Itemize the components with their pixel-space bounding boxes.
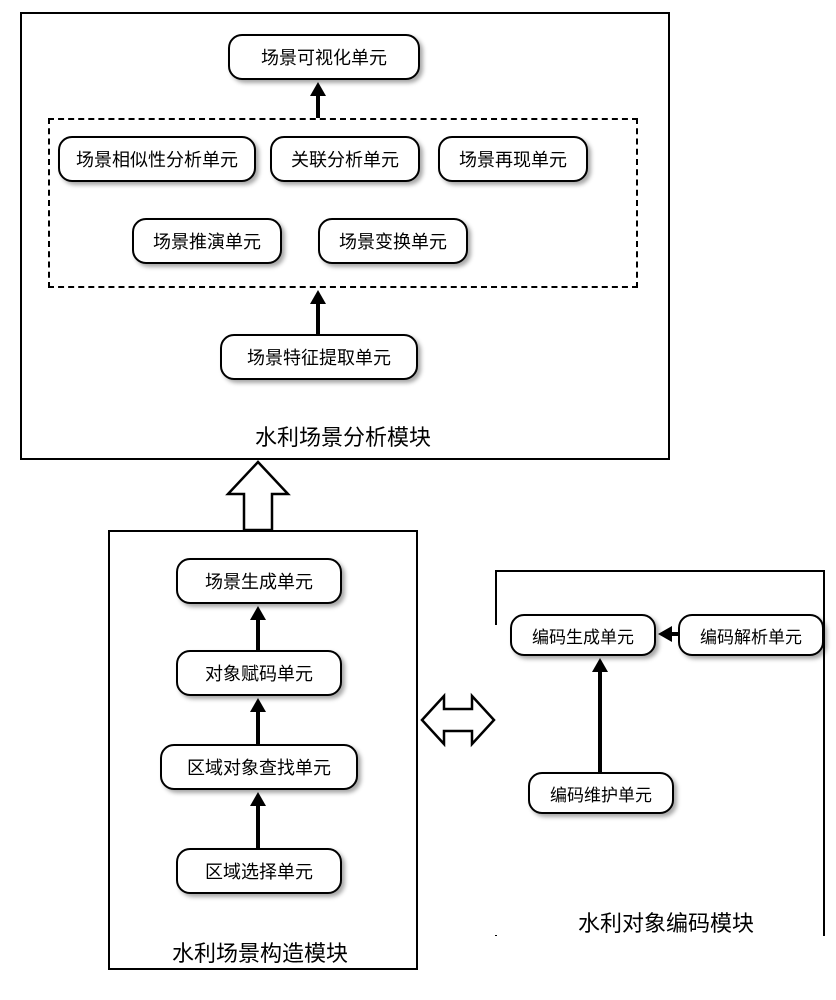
node-similarity-label: 场景相似性分析单元 bbox=[76, 146, 238, 172]
node-code-maintain: 编码维护单元 bbox=[528, 772, 674, 814]
node-deduction-label: 场景推演单元 bbox=[153, 228, 261, 254]
construct-module-label: 水利场景构造模块 bbox=[172, 936, 348, 968]
arrow-feature-to-group-head bbox=[310, 290, 326, 304]
node-feature-extract-label: 场景特征提取单元 bbox=[247, 344, 391, 370]
arrow-sel-to-find-head bbox=[250, 792, 266, 806]
arrow-group-to-vis bbox=[316, 94, 320, 118]
node-region-sel-label: 区域选择单元 bbox=[205, 858, 313, 884]
arrow-assign-to-gen-head bbox=[250, 606, 266, 620]
node-assign-code: 对象赋码单元 bbox=[176, 650, 342, 696]
arrow-parse-to-gen-head bbox=[658, 626, 672, 642]
arrow-maintain-to-gen-head bbox=[592, 658, 608, 672]
node-region-find: 区域对象查找单元 bbox=[160, 744, 358, 790]
node-region-sel: 区域选择单元 bbox=[176, 848, 342, 894]
node-code-maintain-label: 编码维护单元 bbox=[550, 781, 652, 806]
big-arrow-leftright bbox=[420, 692, 496, 748]
node-code-parse: 编码解析单元 bbox=[678, 614, 824, 656]
node-scene-gen-label: 场景生成单元 bbox=[205, 568, 313, 594]
node-reproduce-label: 场景再现单元 bbox=[459, 146, 567, 172]
node-code-gen: 编码生成单元 bbox=[510, 614, 656, 656]
arrow-find-to-assign-head bbox=[250, 698, 266, 712]
node-transform-label: 场景变换单元 bbox=[339, 228, 447, 254]
node-region-find-label: 区域对象查找单元 bbox=[187, 754, 331, 780]
node-reproduce: 场景再现单元 bbox=[438, 136, 588, 182]
node-correlation-label: 关联分析单元 bbox=[291, 146, 399, 172]
big-arrow-up bbox=[224, 460, 292, 532]
node-assign-code-label: 对象赋码单元 bbox=[205, 660, 313, 686]
node-code-gen-label: 编码生成单元 bbox=[532, 623, 634, 648]
arrow-sel-to-find bbox=[256, 804, 260, 848]
node-scene-gen: 场景生成单元 bbox=[176, 558, 342, 604]
node-correlation: 关联分析单元 bbox=[270, 136, 420, 182]
analysis-module-label: 水利场景分析模块 bbox=[255, 420, 431, 452]
arrow-maintain-to-gen bbox=[598, 670, 602, 772]
node-feature-extract: 场景特征提取单元 bbox=[220, 334, 418, 380]
arrow-find-to-assign bbox=[256, 710, 260, 744]
encoding-module-label: 水利对象编码模块 bbox=[578, 906, 754, 938]
node-visualization: 场景可视化单元 bbox=[228, 34, 420, 80]
node-deduction: 场景推演单元 bbox=[132, 218, 282, 264]
node-code-parse-label: 编码解析单元 bbox=[700, 623, 802, 648]
arrow-group-to-vis-head bbox=[310, 82, 326, 96]
arrow-feature-to-group bbox=[316, 302, 320, 334]
encoding-strip-left bbox=[493, 625, 499, 935]
node-visualization-label: 场景可视化单元 bbox=[261, 44, 387, 70]
node-transform: 场景变换单元 bbox=[318, 218, 468, 264]
node-similarity: 场景相似性分析单元 bbox=[58, 136, 256, 182]
arrow-assign-to-gen bbox=[256, 618, 260, 650]
